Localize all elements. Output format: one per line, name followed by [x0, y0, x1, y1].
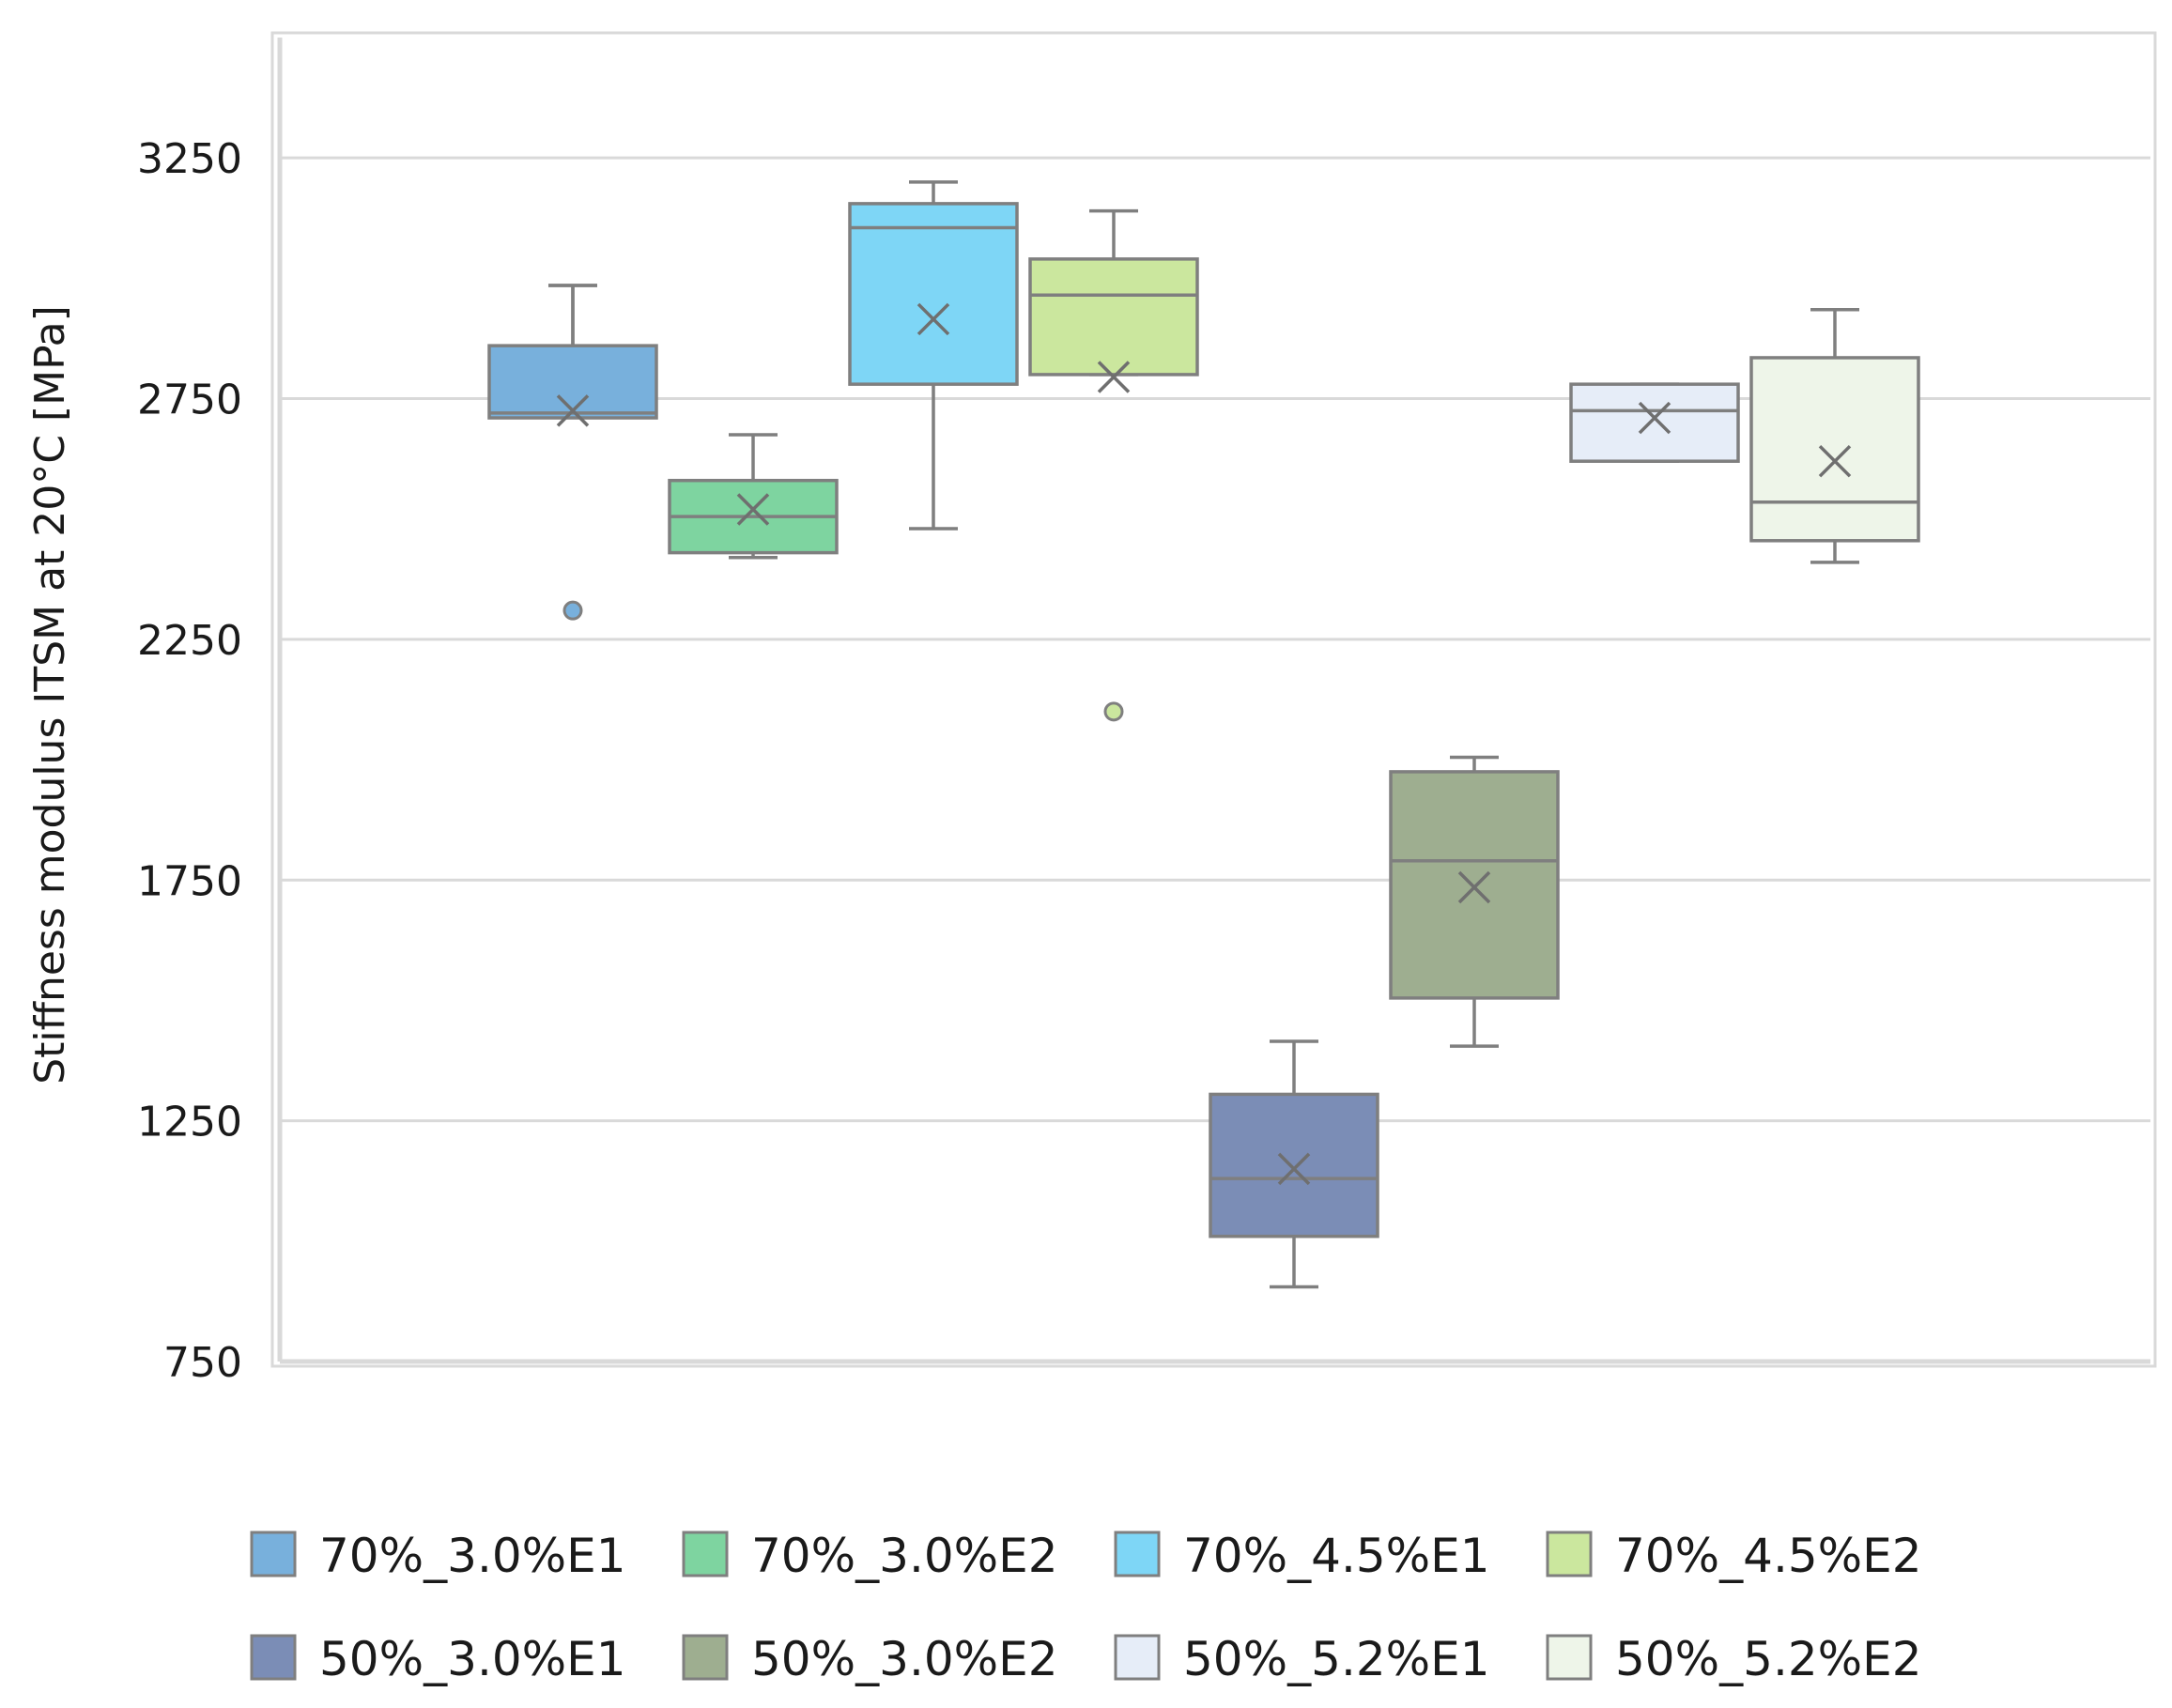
- legend-swatch: [252, 1532, 295, 1576]
- y-axis-title: Stiffness modulus ITSM at 20°C [MPa]: [26, 305, 74, 1085]
- legend-swatch: [1116, 1532, 1159, 1576]
- box-plot-chart: 750 1250 1750 2250 2750 3250 Stiffness modulu…: [0, 0, 2172, 1708]
- y-tick-label: 2750: [137, 377, 242, 424]
- legend-label: 50%_3.0%E1: [319, 1632, 626, 1686]
- y-tick-label: 2250: [137, 617, 242, 665]
- y-tick-label: 3250: [137, 135, 242, 183]
- legend-swatch: [684, 1532, 727, 1576]
- y-tick-label: 1250: [137, 1099, 242, 1146]
- legend-label: 50%_5.2%E2: [1615, 1632, 1922, 1686]
- legend-label: 70%_3.0%E2: [751, 1529, 1058, 1583]
- legend-swatch: [1548, 1636, 1591, 1679]
- box-iqr: [1210, 1094, 1378, 1236]
- legend-swatch: [1548, 1532, 1591, 1576]
- legend-swatch: [684, 1636, 727, 1679]
- legend-label: 50%_5.2%E1: [1183, 1632, 1490, 1686]
- y-tick-label: 750: [163, 1339, 242, 1387]
- box-iqr: [1391, 772, 1558, 998]
- y-tick-label: 1750: [137, 857, 242, 905]
- outlier-point: [1105, 703, 1122, 720]
- box-iqr: [489, 346, 656, 418]
- box-iqr: [1030, 259, 1197, 375]
- legend-swatch: [252, 1636, 295, 1679]
- legend-label: 70%_4.5%E2: [1615, 1529, 1922, 1583]
- legend-swatch: [1116, 1636, 1159, 1679]
- legend-label: 70%_3.0%E1: [319, 1529, 626, 1583]
- outlier-point: [564, 602, 581, 619]
- box-iqr: [1571, 384, 1738, 461]
- box-iqr: [1751, 358, 1918, 541]
- box-iqr: [850, 204, 1017, 384]
- legend-label: 70%_4.5%E1: [1183, 1529, 1490, 1583]
- box-group: [1571, 384, 1738, 461]
- legend-label: 50%_3.0%E2: [751, 1632, 1058, 1686]
